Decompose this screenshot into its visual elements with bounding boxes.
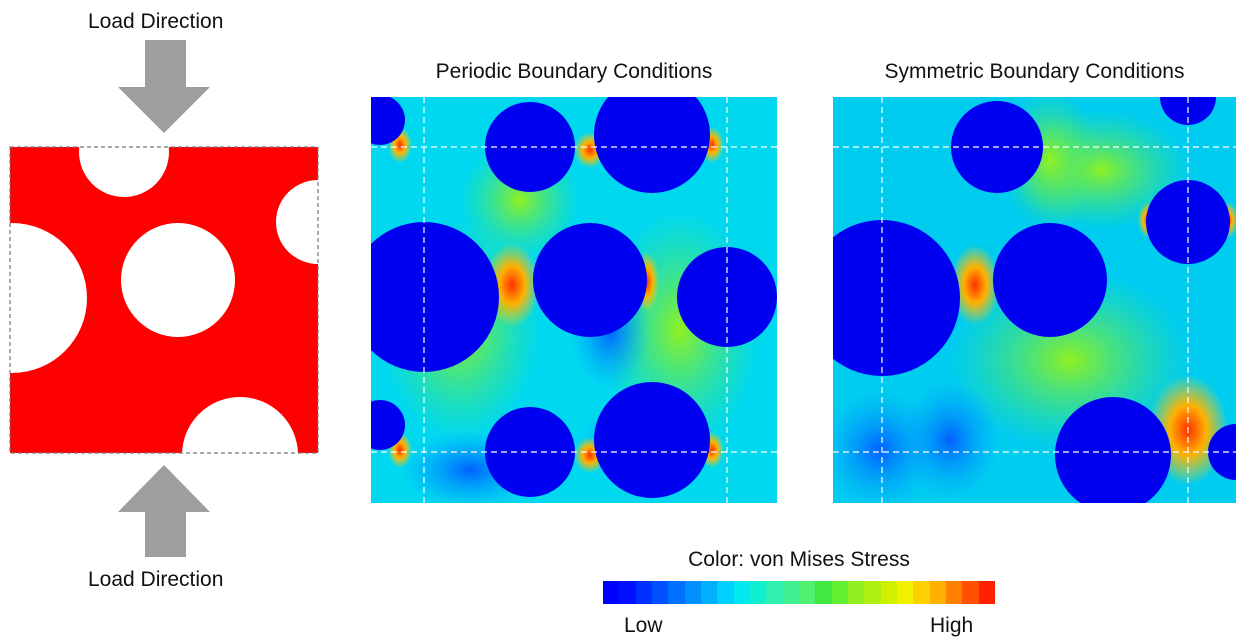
legend-swatch [945, 581, 963, 604]
legend-color-bar [603, 581, 995, 604]
legend-title: Color: von Mises Stress [688, 548, 910, 571]
legend-swatch [619, 581, 636, 604]
periodic-cell-outline [371, 97, 777, 503]
symmetric-panel-title: Symmetric Boundary Conditions [884, 60, 1185, 83]
symmetric-stress-panel [833, 97, 1236, 503]
legend-swatch [749, 581, 767, 604]
load-direction-label-bottom: Load Direction [88, 568, 224, 591]
legend-swatch [831, 581, 848, 604]
legend-swatch [896, 581, 914, 604]
legend-swatch [684, 581, 701, 604]
legend-swatch [700, 581, 718, 604]
legend-swatch [766, 581, 783, 604]
unit-cell-hole [121, 223, 235, 337]
symmetric-cell-outline [833, 97, 1236, 503]
legend-swatch [635, 581, 652, 604]
legend-swatch [782, 581, 799, 604]
legend-swatch [978, 581, 995, 604]
legend-swatch [798, 581, 816, 604]
legend-low-label: Low [624, 614, 663, 637]
legend-high-label: High [930, 614, 974, 637]
periodic-stress-panel [371, 97, 777, 503]
legend-swatch [651, 581, 669, 604]
legend-swatch [603, 581, 620, 604]
legend-swatch [962, 581, 979, 604]
load-direction-label-top: Load Direction [88, 10, 224, 33]
unit-cell-hole [182, 397, 298, 453]
legend-swatch [847, 581, 865, 604]
legend-swatch [733, 581, 750, 604]
unit-cell-hole [79, 147, 169, 197]
legend-swatch [668, 581, 685, 604]
unit-cell-hole [276, 180, 318, 264]
unit-cell-hole [10, 223, 87, 373]
legend-swatch [880, 581, 897, 604]
legend-swatch [864, 581, 881, 604]
load-arrow-bottom-icon [118, 465, 210, 557]
legend-swatch [717, 581, 734, 604]
periodic-panel-title: Periodic Boundary Conditions [435, 60, 713, 83]
unit-cell [10, 147, 318, 453]
load-arrow-top-icon [118, 40, 210, 133]
legend-swatch [913, 581, 930, 604]
legend-swatch [815, 581, 832, 604]
legend-swatch [929, 581, 946, 604]
